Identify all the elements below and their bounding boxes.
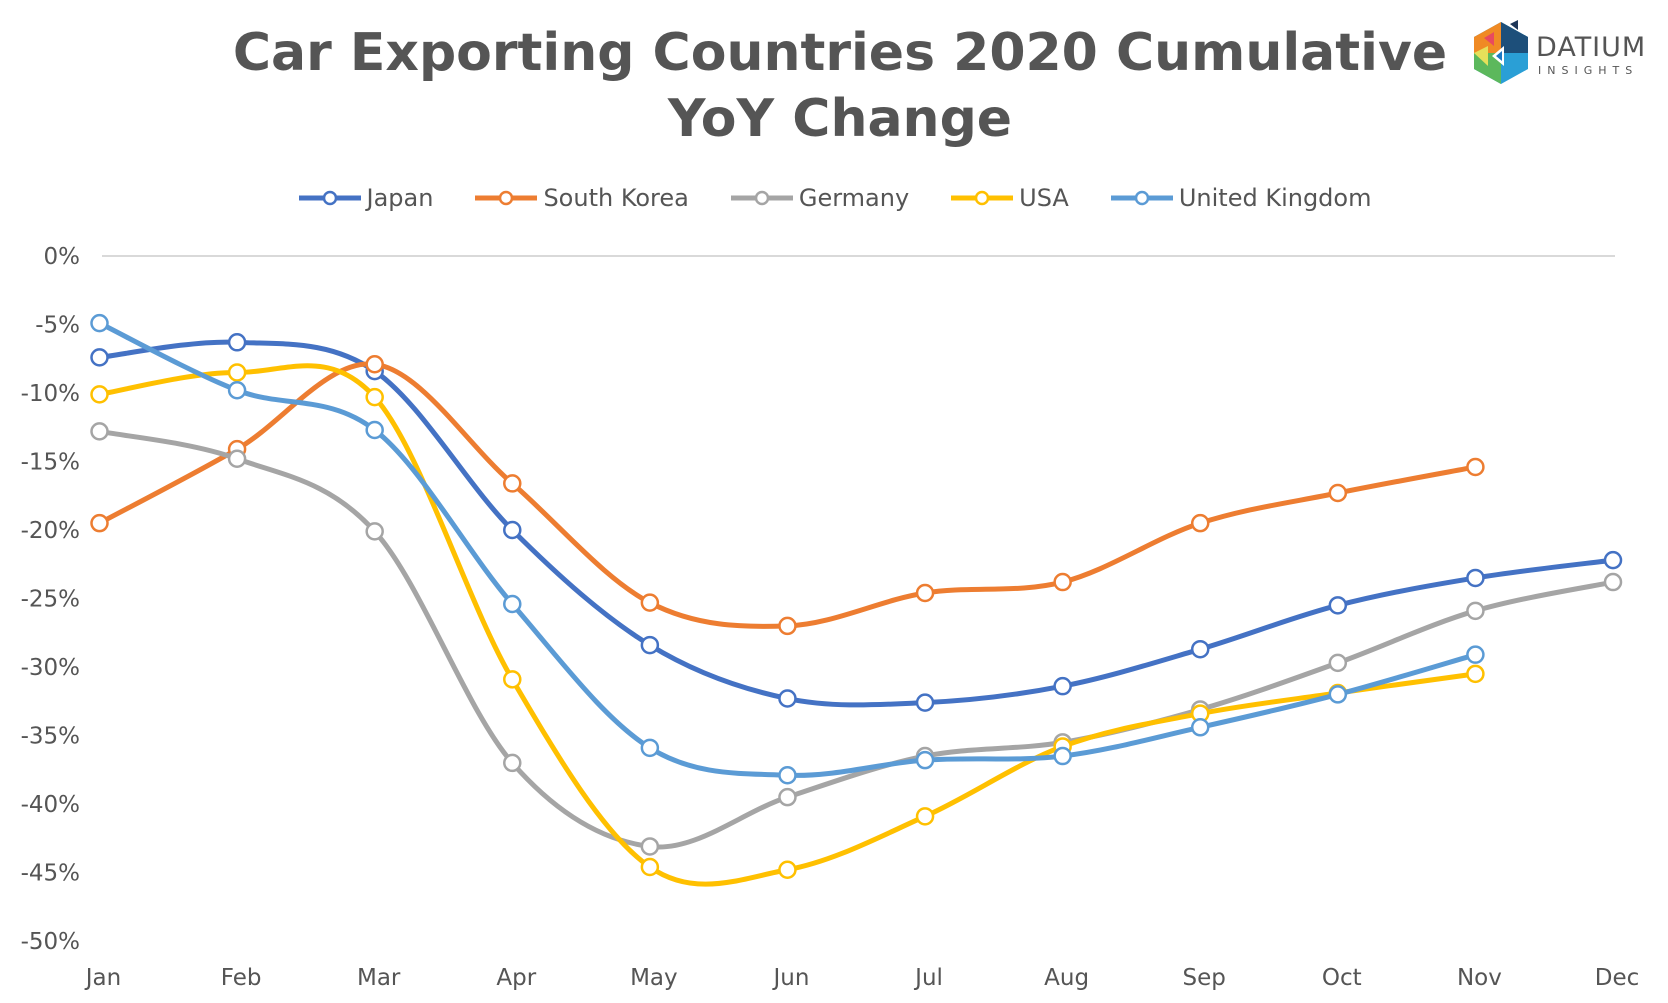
y-tick-label: -40% bbox=[21, 792, 80, 818]
legend-item-south-korea: South Korea bbox=[473, 184, 689, 212]
data-point-united-kingdom bbox=[1328, 685, 1348, 704]
legend-item-japan: Japan bbox=[297, 184, 434, 212]
data-point-usa bbox=[227, 363, 247, 382]
x-tick-label: Aug bbox=[1044, 965, 1089, 991]
data-point-japan bbox=[227, 333, 247, 352]
x-tick-label: Apr bbox=[496, 965, 536, 991]
data-point-japan bbox=[915, 693, 935, 712]
data-point-usa bbox=[90, 385, 109, 404]
data-point-south-korea bbox=[915, 583, 935, 603]
data-point-united-kingdom bbox=[90, 313, 109, 333]
series-line-usa bbox=[97, 363, 1478, 887]
data-point-united-kingdom bbox=[1053, 746, 1072, 766]
legend-label: Germany bbox=[798, 184, 910, 212]
legend: Japan South Korea Germany USA United Kingdom bbox=[0, 184, 1668, 212]
logo-name: DATIUM bbox=[1536, 32, 1647, 63]
data-point-japan bbox=[1603, 550, 1623, 570]
legend-marker-icon bbox=[1110, 190, 1173, 206]
y-tick-label: -10% bbox=[21, 381, 80, 407]
data-point-united-kingdom bbox=[778, 765, 797, 785]
legend-marker-icon bbox=[951, 190, 1014, 206]
y-tick-label: -5% bbox=[35, 313, 80, 339]
x-tick-label: Sep bbox=[1183, 965, 1226, 991]
data-point-united-kingdom bbox=[640, 738, 660, 758]
legend-item-usa: USA bbox=[949, 184, 1069, 212]
legend-marker-icon bbox=[298, 190, 361, 206]
data-point-south-korea bbox=[365, 354, 384, 374]
data-point-japan bbox=[503, 520, 522, 540]
data-point-united-kingdom bbox=[1190, 718, 1210, 737]
y-tick-label: -30% bbox=[21, 655, 80, 681]
legend-item-germany: Germany bbox=[729, 184, 909, 212]
series-line-united-kingdom bbox=[97, 320, 1478, 778]
data-point-usa bbox=[1466, 664, 1485, 684]
data-point-united-kingdom bbox=[503, 594, 522, 614]
data-point-germany bbox=[503, 753, 522, 773]
y-tick-label: -15% bbox=[21, 450, 80, 476]
y-tick-label: -50% bbox=[21, 929, 80, 955]
data-point-germany bbox=[90, 422, 109, 441]
legend-label: United Kingdom bbox=[1178, 184, 1372, 212]
x-tick-label: Nov bbox=[1457, 965, 1502, 991]
data-point-japan bbox=[1466, 568, 1485, 588]
x-tick-label: Oct bbox=[1322, 965, 1362, 991]
data-point-germany bbox=[1466, 601, 1485, 621]
legend-label: USA bbox=[1019, 184, 1069, 212]
data-point-south-korea bbox=[90, 513, 109, 533]
x-tick-label: Jan bbox=[84, 965, 121, 991]
x-tick-label: May bbox=[630, 965, 678, 991]
data-point-japan bbox=[778, 689, 797, 708]
data-point-usa bbox=[503, 670, 522, 689]
legend-marker-icon bbox=[730, 190, 793, 206]
data-point-south-korea bbox=[1053, 572, 1072, 592]
data-point-united-kingdom bbox=[915, 750, 935, 770]
legend-label: South Korea bbox=[543, 184, 689, 212]
series-line-japan bbox=[97, 339, 1616, 708]
y-tick-label: -45% bbox=[21, 861, 80, 887]
y-tick-label: -25% bbox=[21, 587, 80, 613]
data-point-germany bbox=[778, 787, 797, 807]
data-point-germany bbox=[640, 837, 660, 856]
logo-hexagon-icon bbox=[1474, 20, 1528, 84]
y-tick-label: -35% bbox=[21, 724, 80, 750]
logo-subtitle: INSIGHTS bbox=[1538, 64, 1639, 77]
x-tick-label: Dec bbox=[1595, 965, 1640, 991]
data-point-united-kingdom bbox=[227, 381, 247, 400]
datium-insights-logo: DATIUM INSIGHTS bbox=[1470, 18, 1660, 88]
data-point-usa bbox=[915, 807, 935, 826]
data-point-usa bbox=[365, 387, 384, 407]
data-point-japan bbox=[1328, 596, 1348, 615]
data-point-germany bbox=[227, 449, 247, 469]
data-point-south-korea bbox=[640, 593, 660, 612]
data-point-south-korea bbox=[1190, 513, 1210, 533]
x-tick-label: Jul bbox=[913, 965, 943, 991]
series-line-germany bbox=[97, 428, 1616, 850]
data-point-south-korea bbox=[1466, 457, 1485, 477]
data-point-south-korea bbox=[503, 474, 522, 493]
data-point-japan bbox=[1053, 676, 1072, 696]
x-tick-label: Feb bbox=[221, 965, 262, 991]
data-point-united-kingdom bbox=[365, 420, 384, 440]
data-point-germany bbox=[365, 522, 384, 541]
data-point-south-korea bbox=[1328, 483, 1348, 503]
y-tick-label: 0% bbox=[44, 244, 81, 270]
data-point-usa bbox=[640, 857, 660, 877]
series-line-south-korea bbox=[97, 361, 1478, 629]
legend-item-united-kingdom: United Kingdom bbox=[1109, 184, 1372, 212]
legend-marker-icon bbox=[475, 190, 538, 206]
data-point-germany bbox=[1328, 653, 1348, 673]
data-point-germany bbox=[1603, 572, 1623, 592]
data-point-japan bbox=[90, 348, 109, 367]
x-tick-label: Jun bbox=[771, 965, 809, 991]
x-tick-label: Mar bbox=[357, 965, 401, 991]
data-point-japan bbox=[640, 635, 660, 655]
y-tick-label: -20% bbox=[21, 518, 80, 544]
data-point-united-kingdom bbox=[1466, 645, 1485, 664]
data-point-japan bbox=[1190, 639, 1210, 659]
chart-title: Car Exporting Countries 2020 Cumulative … bbox=[232, 23, 1448, 149]
data-point-south-korea bbox=[778, 616, 797, 636]
data-point-usa bbox=[778, 860, 797, 880]
legend-label: Japan bbox=[366, 184, 434, 212]
